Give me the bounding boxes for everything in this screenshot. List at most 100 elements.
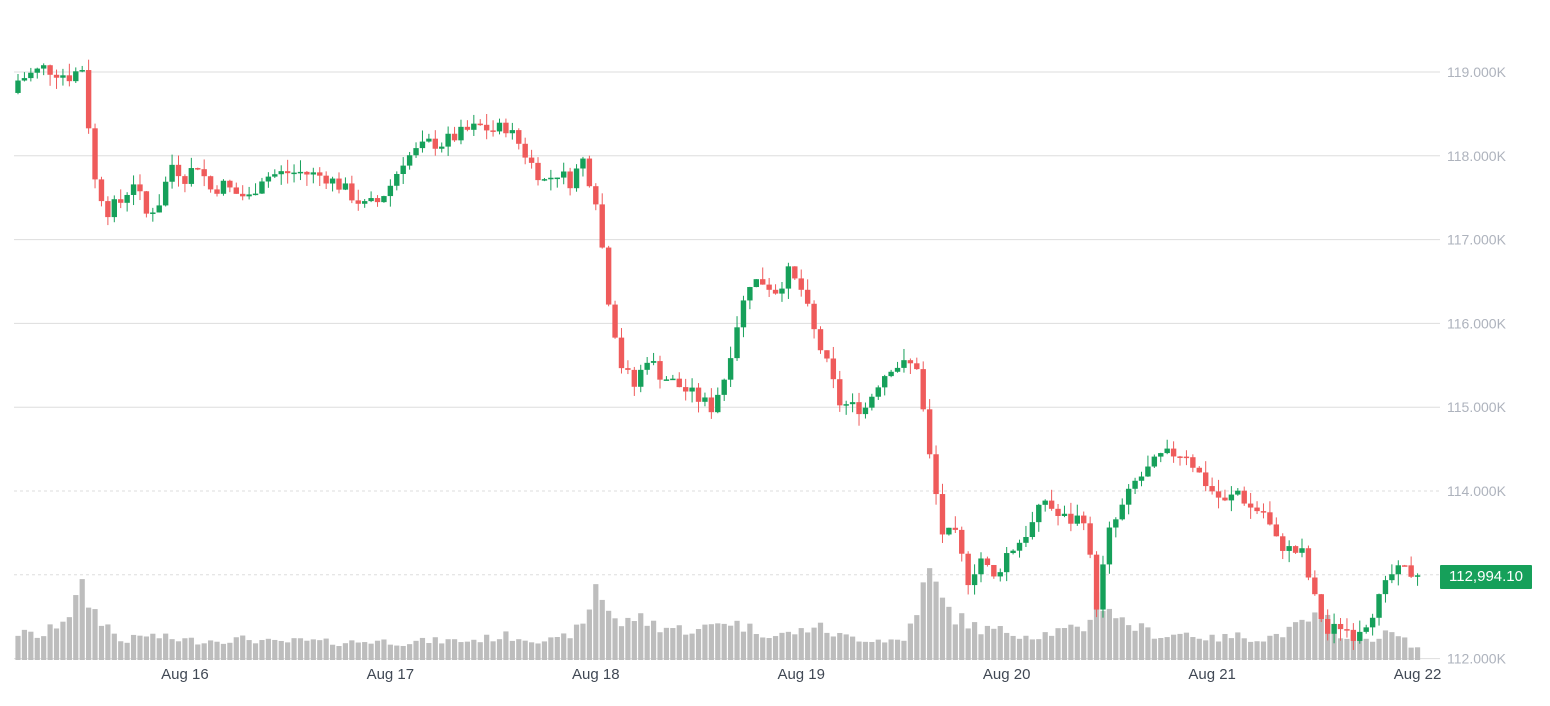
candle-body: [933, 454, 939, 495]
volume-bar: [805, 632, 811, 660]
candle-body: [862, 407, 869, 415]
volume-bar: [1260, 641, 1267, 660]
volume-bar: [413, 640, 419, 660]
volume-bar: [143, 636, 149, 660]
volume-bar: [342, 643, 349, 660]
candle-body: [310, 172, 317, 175]
candle-body: [1055, 508, 1061, 516]
candle-body: [1183, 456, 1190, 459]
candle-body: [650, 361, 657, 363]
candle-body: [561, 171, 567, 178]
candle-body: [1190, 457, 1196, 468]
volume-bar: [53, 628, 60, 660]
volume-bar: [830, 636, 836, 660]
candle-body: [79, 70, 85, 72]
candle-body: [978, 558, 984, 575]
candle-body: [907, 360, 914, 364]
candle-body: [329, 178, 336, 184]
volume-bar: [991, 628, 997, 660]
volume-bar: [914, 615, 920, 660]
volume-bar: [124, 642, 130, 660]
volume-bar: [676, 625, 682, 660]
candle-body: [952, 527, 959, 530]
candle-body: [220, 180, 227, 194]
candle-body: [60, 75, 66, 78]
candle-body: [747, 287, 753, 301]
y-tick-label: 114.000K: [1447, 483, 1507, 499]
candle-body: [914, 363, 920, 370]
volume-bar: [683, 634, 689, 660]
volume-bar: [631, 621, 637, 660]
volume-bar: [1023, 635, 1029, 660]
volume-bar: [92, 609, 98, 660]
candle-body: [856, 402, 862, 415]
volume-bar: [785, 631, 791, 660]
candle-body: [374, 198, 381, 203]
volume-bar: [1042, 632, 1048, 660]
volume-bar: [1203, 640, 1209, 660]
volume-bar: [1376, 638, 1382, 660]
volume-bar: [182, 638, 188, 660]
candle-body: [426, 138, 432, 142]
volume-bar: [728, 625, 734, 660]
volume-bar: [869, 641, 875, 660]
candle-body: [1254, 507, 1260, 512]
volume-bar: [484, 634, 490, 660]
x-tick-label: Aug 22: [1394, 666, 1442, 683]
volume-bar: [73, 595, 79, 660]
candle-body: [240, 193, 246, 197]
volume-bar: [535, 643, 541, 660]
candle-body: [471, 123, 477, 130]
volume-bar: [98, 625, 105, 660]
candle-body: [92, 128, 98, 180]
candle-body: [785, 266, 792, 289]
candle-body: [631, 369, 638, 387]
volume-bar: [1235, 632, 1241, 660]
volume-bar: [41, 636, 47, 660]
volume-bar: [1222, 633, 1228, 660]
volume-bar: [419, 637, 426, 660]
candle-body: [21, 78, 28, 81]
y-tick-label: 119.000K: [1447, 64, 1507, 80]
volume-bars: [15, 568, 1421, 660]
candle-body: [939, 494, 946, 535]
volume-bar: [1074, 626, 1080, 660]
candle-body: [284, 171, 291, 174]
candle-body: [605, 247, 612, 305]
volume-bar: [695, 629, 702, 660]
volume-bar: [959, 613, 965, 660]
candle-body: [1318, 594, 1324, 619]
volume-bar: [381, 639, 387, 660]
volume-bar: [34, 637, 40, 660]
volume-bar: [150, 633, 156, 660]
volume-bar: [349, 640, 355, 660]
volume-bar: [259, 640, 265, 660]
candle-body: [920, 369, 926, 410]
candle-body: [98, 179, 105, 202]
volume-bar: [1318, 613, 1324, 660]
volume-bar: [650, 620, 657, 660]
candle-body: [1151, 456, 1158, 467]
candle-body: [1389, 574, 1395, 581]
volume-bar: [888, 639, 894, 660]
candle-body: [1203, 472, 1209, 487]
volume-bar: [1183, 632, 1190, 660]
candle-body: [1402, 565, 1408, 567]
candle-body: [47, 65, 53, 75]
y-axis: 119.000K 118.000K 117.000K 116.000K 115.000K…: [1447, 64, 1507, 667]
volume-bar: [240, 635, 246, 660]
candle-body: [670, 378, 676, 381]
volume-bar: [965, 628, 971, 660]
volume-bar: [952, 624, 958, 660]
volume-bar: [1196, 638, 1202, 660]
candle-body: [798, 278, 804, 290]
volume-bar: [220, 643, 227, 660]
candle-body: [195, 168, 201, 170]
candle-body: [663, 379, 670, 381]
candle-body: [111, 199, 117, 218]
volume-bar: [1049, 635, 1055, 660]
x-tick-label: Aug 20: [983, 666, 1031, 683]
candle-body: [278, 171, 284, 175]
volume-bar: [130, 634, 137, 660]
